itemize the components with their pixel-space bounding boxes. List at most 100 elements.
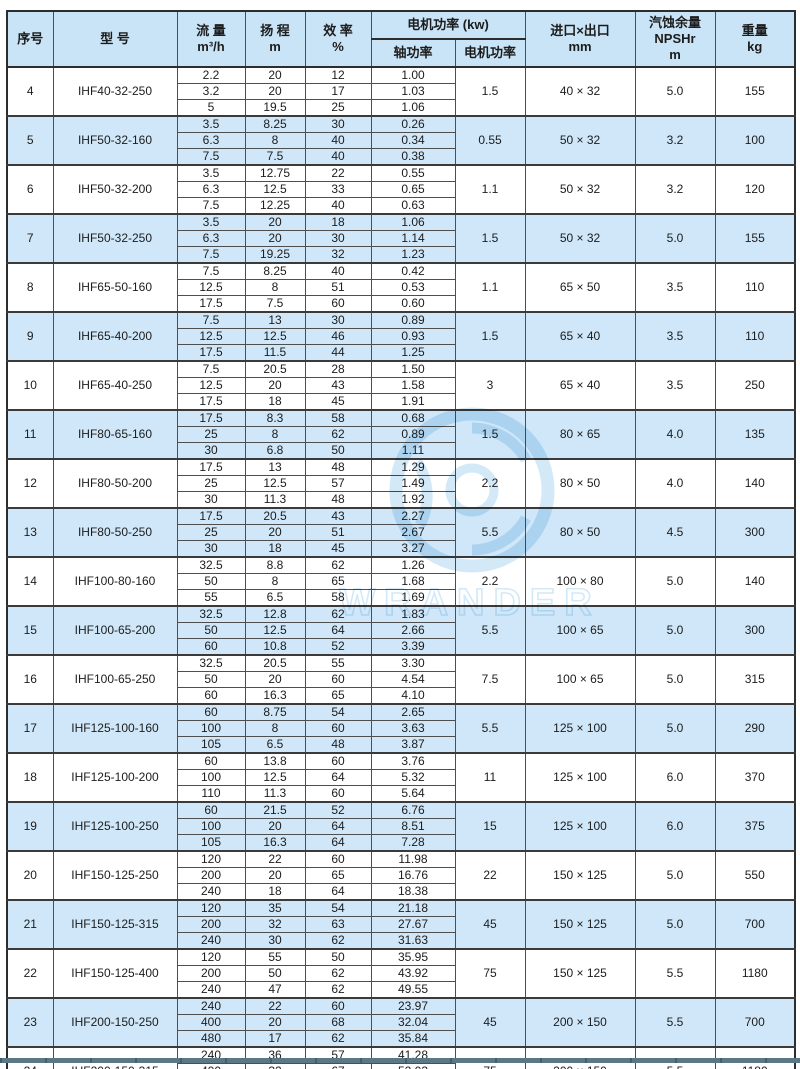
cell-efficiency: 64 (304, 769, 372, 786)
cell-head: 8 (244, 279, 306, 296)
cell-efficiency: 62 (304, 981, 372, 999)
cell-head: 30 (244, 932, 306, 950)
cell-motor-power: 2.2 (454, 458, 526, 509)
cell-efficiency: 62 (304, 605, 372, 623)
cell-efficiency: 32 (304, 246, 372, 264)
header-ports: 进口×出口 mm (524, 10, 636, 68)
table-subrow: 6.3 8 40 0.34 (7, 132, 795, 149)
cell-head: 20.5 (244, 507, 306, 525)
cell-efficiency: 22 (304, 164, 372, 182)
cell-flow: 7.5 (176, 148, 246, 166)
cell-flow: 105 (176, 834, 246, 852)
cell-model: IHF40-32-250 (52, 66, 178, 117)
cell-flow: 7.5 (176, 360, 246, 378)
cell-head: 12.25 (244, 197, 306, 215)
cell-npshr: 5.0 (634, 654, 716, 705)
cell-ports: 65 × 40 (524, 311, 636, 362)
cell-head: 20.5 (244, 654, 306, 672)
table-row: 18 IHF125-100-200 60 13.8 60 3.76 11 125… (6, 752, 796, 803)
cell-shaft-power: 35.95 (370, 948, 456, 966)
cell-head: 32 (244, 916, 306, 933)
header-npshr-label: 汽蚀余量 (648, 14, 701, 30)
cell-efficiency: 51 (304, 524, 372, 541)
cell-weight: 700 (714, 997, 796, 1048)
cell-shaft-power: 3.63 (370, 720, 456, 737)
cell-shaft-power: 11.98 (370, 850, 456, 868)
cell-serial: 20 (6, 850, 54, 901)
header-motor-power: 电机功率 (454, 38, 526, 68)
cell-head: 6.8 (244, 442, 306, 460)
table-subrow: 105 16.3 64 7.28 (7, 834, 795, 852)
cell-flow: 50 (176, 671, 246, 688)
cell-efficiency: 45 (304, 540, 372, 558)
cell-flow: 400 (176, 1014, 246, 1031)
table-row: 22 IHF150-125-400 120 55 50 35.95 75 150… (6, 948, 796, 999)
cell-efficiency: 50 (304, 948, 372, 966)
cell-efficiency: 55 (304, 654, 372, 672)
cell-weight: 110 (714, 262, 796, 313)
cell-model: IHF80-65-160 (52, 409, 178, 460)
cell-efficiency: 60 (304, 295, 372, 313)
cell-motor-power: 45 (454, 997, 526, 1048)
cell-head: 7.5 (244, 148, 306, 166)
cell-serial: 6 (6, 164, 54, 215)
cell-efficiency: 45 (304, 393, 372, 411)
cell-shaft-power: 1.06 (370, 213, 456, 231)
cell-shaft-power: 5.32 (370, 769, 456, 786)
cell-flow: 200 (176, 965, 246, 982)
cell-shaft-power: 4.54 (370, 671, 456, 688)
cell-efficiency: 40 (304, 148, 372, 166)
cell-efficiency: 48 (304, 491, 372, 509)
cell-flow: 17.5 (176, 458, 246, 476)
cell-flow: 3.5 (176, 164, 246, 182)
cell-shaft-power: 2.66 (370, 622, 456, 639)
header-npshr: 汽蚀余量 NPSHr m (634, 10, 716, 68)
cell-shaft-power: 1.58 (370, 377, 456, 394)
cell-ports: 125 × 100 (524, 801, 636, 852)
table-row: 23 IHF200-150-250 240 22 60 23.97 45 200… (6, 997, 796, 1048)
table-subrow: 50 12.5 64 2.66 (7, 622, 795, 639)
cell-efficiency: 64 (304, 883, 372, 901)
cell-flow: 6.3 (176, 230, 246, 247)
cell-shaft-power: 1.00 (370, 66, 456, 84)
table-subrow: 200 20 65 16.76 (7, 867, 795, 884)
cell-shaft-power: 1.03 (370, 83, 456, 100)
cell-flow: 240 (176, 981, 246, 999)
cell-model: IHF125-100-160 (52, 703, 178, 754)
table-subrow: 6.3 12.5 33 0.65 (7, 181, 795, 198)
cell-efficiency: 52 (304, 801, 372, 819)
cell-flow: 400 (176, 1063, 246, 1069)
header-flow-unit: m³/h (197, 39, 225, 54)
table-subrow: 200 32 63 27.67 (7, 916, 795, 933)
table-row: 19 IHF125-100-250 60 21.5 52 6.76 15 125… (6, 801, 796, 852)
table-row: 4 IHF40-32-250 2.2 20 12 1.00 1.5 40 × 3… (6, 66, 796, 117)
cell-efficiency: 52 (304, 638, 372, 656)
cell-shaft-power: 1.25 (370, 344, 456, 362)
cell-shaft-power: 2.27 (370, 507, 456, 525)
cell-head: 18 (244, 883, 306, 901)
header-efficiency-unit: % (332, 39, 344, 54)
cell-efficiency: 58 (304, 589, 372, 607)
cell-efficiency: 30 (304, 311, 372, 329)
table-row: 24 IHF200-150-315 240 36 57 41.28 75 200… (6, 1046, 796, 1069)
cell-serial: 18 (6, 752, 54, 803)
cell-head: 12.5 (244, 328, 306, 345)
table-subrow: 6.3 20 30 1.14 (7, 230, 795, 247)
table-subrow: 7.5 19.25 32 1.23 (7, 246, 795, 264)
cell-shaft-power: 7.28 (370, 834, 456, 852)
cell-motor-power: 3 (454, 360, 526, 411)
table-subrow: 12.5 12.5 46 0.93 (7, 328, 795, 345)
cell-serial: 8 (6, 262, 54, 313)
table-subrow: 200 50 62 43.92 (7, 965, 795, 982)
cell-head: 12.8 (244, 605, 306, 623)
table-row: 14 IHF100-80-160 32.5 8.8 62 1.26 2.2 10… (6, 556, 796, 607)
table-row: 11 IHF80-65-160 17.5 8.3 58 0.68 1.5 80 … (6, 409, 796, 460)
cell-head: 8 (244, 573, 306, 590)
cell-shaft-power: 23.97 (370, 997, 456, 1015)
cell-weight: 315 (714, 654, 796, 705)
cell-model: IHF80-50-200 (52, 458, 178, 509)
cell-motor-power: 5.5 (454, 605, 526, 656)
cell-shaft-power: 0.65 (370, 181, 456, 198)
cell-ports: 80 × 50 (524, 507, 636, 558)
cell-efficiency: 62 (304, 556, 372, 574)
